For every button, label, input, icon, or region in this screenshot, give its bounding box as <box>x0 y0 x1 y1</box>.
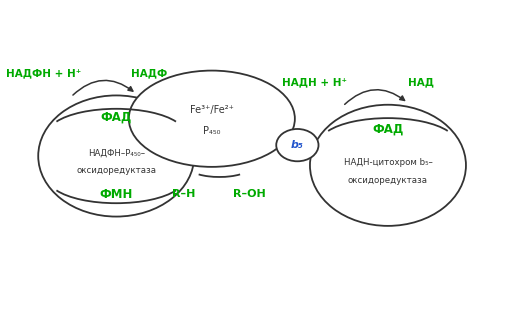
Ellipse shape <box>310 105 466 226</box>
Text: НАДН + Н⁺: НАДН + Н⁺ <box>282 78 348 88</box>
Text: P₄₅₀: P₄₅₀ <box>203 125 221 135</box>
Text: ФМН: ФМН <box>100 188 133 201</box>
Text: оксидоредуктаза: оксидоредуктаза <box>76 166 156 175</box>
Text: b₅: b₅ <box>291 140 304 150</box>
Text: оксидоредуктаза: оксидоредуктаза <box>348 176 428 185</box>
Text: НАДФН–P₄₅₀–: НАДФН–P₄₅₀– <box>88 149 145 157</box>
Text: НАД: НАД <box>408 78 434 88</box>
Text: НАДФ: НАДФ <box>131 68 167 78</box>
Text: ФАД: ФАД <box>101 111 132 124</box>
Ellipse shape <box>129 71 295 167</box>
Text: R–OH: R–OH <box>233 189 266 199</box>
Text: ФАД: ФАД <box>372 122 404 135</box>
Text: R–H: R–H <box>172 189 196 199</box>
Text: Fe³⁺/Fe²⁺: Fe³⁺/Fe²⁺ <box>190 105 234 115</box>
Ellipse shape <box>38 95 194 217</box>
Ellipse shape <box>276 129 318 161</box>
Text: НАДН-цитохром b₅–: НАДН-цитохром b₅– <box>343 158 432 167</box>
Text: НАДФН + Н⁺: НАДФН + Н⁺ <box>6 68 81 78</box>
